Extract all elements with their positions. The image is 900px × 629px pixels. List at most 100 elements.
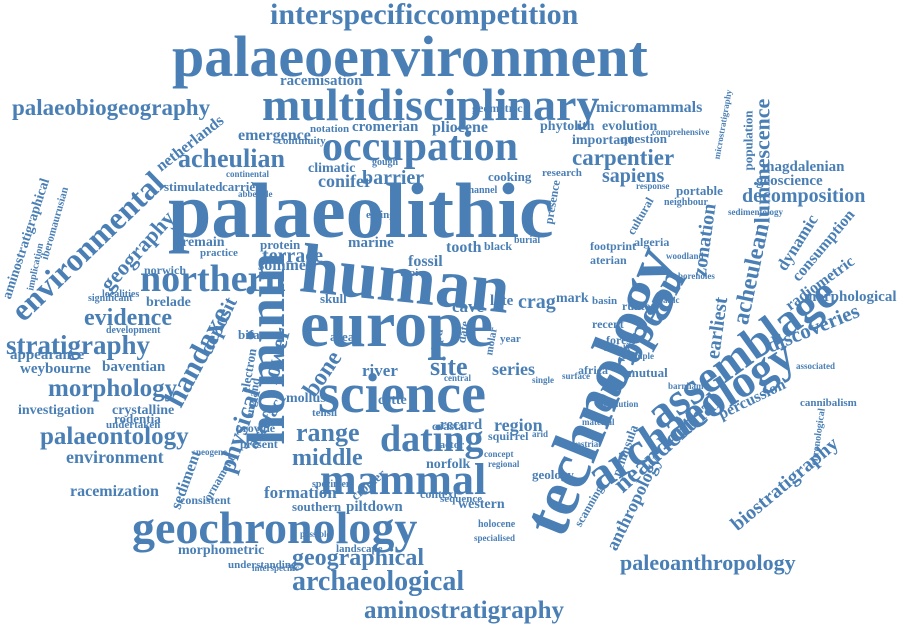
cloud-word: cotte [378,393,407,408]
cloud-word: evidence [84,305,172,331]
cloud-word: holocene [478,519,516,530]
cloud-word: channel [464,185,498,196]
cloud-word: material [582,417,615,427]
cloud-word: northern [140,258,286,300]
cloud-word: geology [532,467,574,482]
cloud-word: site [430,352,468,381]
cloud-word: palaeoenvironment [172,24,648,89]
cloud-word: cave [452,297,485,316]
cloud-word: norfolk [426,457,471,472]
cloud-word: protein [260,237,301,252]
cloud-word: micromammals [596,99,703,116]
cloud-word: carrière [222,179,267,194]
cloud-word: cannibalism [800,397,857,409]
cloud-word: science [318,363,486,425]
cloud-word: stimulated [164,179,223,194]
cloud-word: barrier [362,167,425,189]
cloud-word: arid [532,429,549,439]
cloud-word: continuity [278,135,326,147]
cloud-word: interspecific [252,563,299,573]
cloud-word: sedimentology [728,207,783,217]
cloud-word: algeria [634,235,670,249]
cloud-word: barnham [668,381,704,391]
cloud-word: forest [606,333,636,347]
cloud-word: range [296,418,360,447]
cloud-word: practice [200,247,238,259]
cloud-word: climatic [308,161,356,176]
cloud-word: weybourne [20,361,91,377]
cloud-word: portable [676,183,723,198]
cloud-word: concept [484,449,514,459]
cloud-word: consistent [180,493,231,507]
cloud-word: sequence [440,493,483,505]
cloud-word: footprint [590,239,636,253]
cloud-word: decomposition [742,185,866,207]
cloud-word: eating [366,209,395,221]
cloud-word: stratigraphy [6,330,150,360]
cloud-word: crag [518,291,556,313]
cloud-word: formation [264,483,337,502]
cloud-word: development [106,325,161,336]
cloud-word: mollusc [286,391,332,406]
cloud-word: biface [238,327,272,342]
cloud-word: skull [320,291,347,306]
cloud-word: palaeolithic [168,167,554,254]
cloud-word: comprehensive [652,127,710,137]
cloud-word: microstratigraphy [711,88,734,160]
cloud-word: archaeological [292,566,465,597]
cloud-word: neogene [196,447,227,457]
cloud-word: racemisation [280,73,363,89]
cloud-word: example [622,351,654,361]
cloud-word: woodland [666,251,704,261]
cloud-word: terrestrial [562,439,601,449]
cloud-word: resolution [600,399,639,409]
cloud-word: context [420,487,458,501]
cloud-word: regional [488,459,520,469]
cloud-word: neighbour [664,197,708,208]
cloud-word: emergence [238,127,311,144]
cloud-word: norwich [144,263,186,277]
cloud-word: multidisciplinary [262,79,600,130]
cloud-word: crystalline [112,403,175,418]
cloud-word: zonation [688,202,721,278]
cloud-word: mutual [628,365,668,380]
cloud-word: biostratigraphy [726,432,843,536]
cloud-word: acheulian [178,144,285,173]
cloud-word: carpentier [572,145,675,170]
cloud-word: region [494,415,543,435]
cloud-word: conifer [318,171,372,191]
cloud-word: understanding [228,559,297,571]
cloud-word: magdalenian [762,159,845,175]
cloud-word: marine [348,235,394,251]
cloud-word: phytolith [540,119,595,134]
cloud-word: significant [88,293,133,304]
cloud-word: notation [310,123,350,135]
cloud-word: possible [300,529,331,539]
cloud-word: geochronology [132,502,418,553]
cloud-word: research [542,167,582,179]
cloud-word: europe [300,288,494,361]
cloud-word: palaeobiogeography [12,95,211,120]
cloud-word: continental [226,169,270,179]
cloud-word: morphology [48,375,178,402]
cloud-word: year [500,333,521,345]
cloud-word: basin [592,295,618,307]
cloud-word: western [458,497,505,512]
cloud-word: evolution [602,119,658,134]
cloud-word: cooking [488,169,532,184]
cloud-word: present [240,437,278,451]
cloud-word: morphological [804,289,897,305]
cloud-word: geometric [472,101,523,115]
cloud-word: squirrel [488,429,529,443]
cloud-word: black [484,239,513,253]
cloud-word: fossil [408,253,443,270]
cloud-word: landscape [336,543,383,555]
cloud-word: factor [436,439,465,451]
cloud-word: tensil [312,407,338,419]
cloud-word: provide [236,421,276,435]
cloud-word: geographical [292,545,424,571]
cloud-word: middle [292,445,363,471]
cloud-word: associated [796,361,835,371]
cloud-word: population [740,110,756,171]
